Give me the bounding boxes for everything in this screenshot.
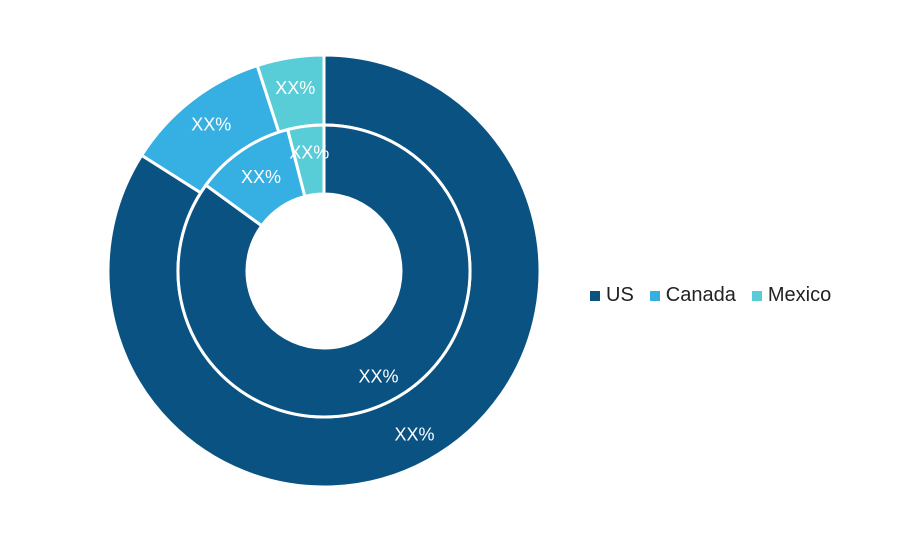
outer-label-canada: XX% [191,114,231,134]
inner-label-mexico: XX% [289,143,329,163]
legend-label-mexico: Mexico [767,284,832,306]
outer-label-mexico: XX% [275,78,315,98]
inner-label-us: XX% [358,367,398,387]
legend-item-mexico[interactable]: Mexico [751,284,832,307]
legend-item-us[interactable]: US [590,284,634,307]
outer-ring [106,53,542,489]
inner-label-canada: XX% [241,167,281,187]
inner-slice-us[interactable] [176,123,472,419]
outer-label-us: XX% [395,424,435,444]
legend-swatch-us [590,290,600,301]
legend-label-us: US [606,284,634,306]
slice-labels: XX% XX% XX% XX% XX% XX% [191,78,434,444]
legend-swatch-canada [649,290,660,301]
legend-item-canada[interactable]: Canada [649,284,736,307]
inner-ring [176,123,472,419]
legend-label-canada: Canada [665,284,736,306]
inner-slice-mexico[interactable] [285,123,326,199]
legend: US Canada Mexico [590,284,831,307]
legend-swatch-mexico [751,290,762,301]
